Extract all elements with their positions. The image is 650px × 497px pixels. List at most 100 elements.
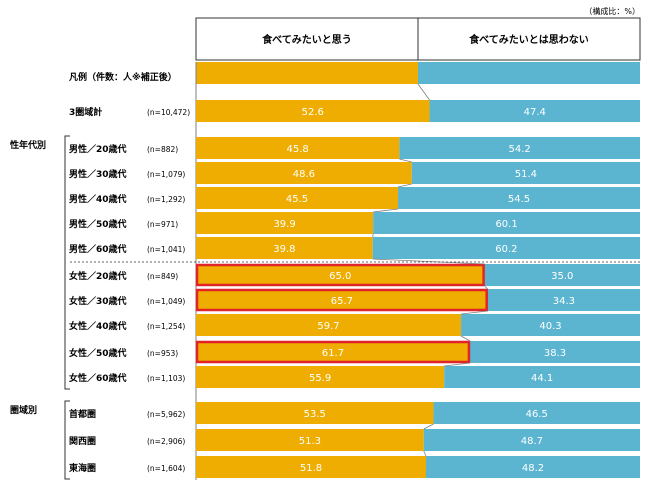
bracket-line bbox=[64, 400, 70, 480]
value-label-yes: 39.8 bbox=[273, 244, 295, 255]
header-cell-yes bbox=[195, 17, 419, 61]
value-label-yes: 48.6 bbox=[293, 169, 315, 180]
bar-no bbox=[469, 341, 640, 363]
row-n-label: (n=1,049) bbox=[147, 297, 185, 306]
value-label-no: 38.3 bbox=[544, 348, 566, 359]
value-label-no: 48.7 bbox=[521, 436, 543, 447]
value-label-no: 54.2 bbox=[509, 144, 531, 155]
row-label: 女性／20歳代 bbox=[69, 270, 127, 282]
value-label-no: 46.5 bbox=[526, 409, 548, 420]
row-label: 首都圏 bbox=[69, 408, 96, 420]
bar-no bbox=[429, 100, 640, 122]
bar-yes bbox=[196, 456, 426, 478]
bar-no bbox=[411, 162, 640, 184]
row-label: 女性／30歳代 bbox=[69, 295, 127, 307]
value-label-no: 40.3 bbox=[539, 321, 561, 332]
legend-swatch-yes bbox=[196, 62, 418, 84]
value-label-yes: 51.8 bbox=[300, 463, 322, 474]
value-label-yes: 55.9 bbox=[309, 373, 331, 384]
connector-line bbox=[460, 335, 471, 342]
bar-yes bbox=[196, 212, 374, 234]
value-label-yes: 45.8 bbox=[287, 144, 309, 155]
header-label-yes: 食べてみたいと思う bbox=[261, 33, 352, 46]
connector-line bbox=[484, 285, 488, 290]
bar-row: 東海圏 (n=1,604) 51.8 48.2 bbox=[69, 456, 640, 478]
row-n-label: (n=5,962) bbox=[147, 410, 185, 419]
bar-row: 女性／60歳代 (n=1,103) 55.9 44.1 bbox=[69, 366, 640, 388]
row-label: 女性／60歳代 bbox=[69, 372, 127, 384]
group-label: 圏域別 bbox=[10, 404, 37, 416]
rows-layer: 3圏域計 (n=10,472) 52.6 47.4 男性／20歳代 (n=882) 45.8… bbox=[69, 62, 640, 480]
bar-row: 女性／40歳代 (n=1,254) 59.7 40.3 bbox=[69, 314, 640, 336]
connector-line bbox=[399, 158, 412, 163]
row-n-label: (n=1,604) bbox=[147, 464, 185, 473]
row-label: 男性／50歳代 bbox=[69, 218, 127, 230]
value-label-yes: 39.9 bbox=[273, 219, 295, 230]
value-label-yes: 65.0 bbox=[329, 271, 351, 282]
value-label-no: 54.5 bbox=[508, 194, 530, 205]
bar-yes bbox=[196, 137, 400, 159]
bar-row: 女性／50歳代 (n=953) 61.7 38.3 bbox=[69, 340, 640, 364]
row-n-label: (n=10,472) bbox=[147, 108, 190, 117]
bar-no bbox=[484, 264, 640, 286]
row-label: 男性／30歳代 bbox=[69, 168, 127, 180]
bar-yes bbox=[196, 162, 412, 184]
value-label-no: 44.1 bbox=[531, 373, 553, 384]
row-n-label: (n=1,103) bbox=[147, 374, 185, 383]
bar-row: 女性／20歳代 (n=849) 65.0 35.0 bbox=[69, 263, 640, 287]
row-label: 男性／20歳代 bbox=[69, 143, 127, 155]
header: 食べてみたいと思う 食べてみたいとは思わない bbox=[195, 17, 641, 61]
bar-yes bbox=[196, 187, 399, 209]
row-label: 東海圏 bbox=[69, 462, 96, 474]
header-cell-no bbox=[417, 17, 641, 61]
value-label-yes: 45.5 bbox=[286, 194, 308, 205]
bracket-line bbox=[64, 135, 70, 390]
value-label-yes: 53.5 bbox=[304, 409, 326, 420]
value-label-no: 60.1 bbox=[495, 219, 517, 230]
bar-yes bbox=[196, 264, 485, 286]
bar-row: 男性／60歳代 (n=1,041) 39.8 60.2 bbox=[69, 237, 640, 259]
value-label-no: 47.4 bbox=[524, 107, 546, 118]
bar-yes bbox=[196, 289, 488, 311]
bar-yes bbox=[196, 100, 430, 122]
row-label: 女性／50歳代 bbox=[69, 347, 127, 359]
row-label: 男性／40歳代 bbox=[69, 193, 127, 205]
connector-line bbox=[373, 208, 399, 213]
bar-no bbox=[444, 366, 640, 388]
value-label-yes: 61.7 bbox=[322, 348, 344, 359]
value-label-no: 48.2 bbox=[522, 463, 544, 474]
row-n-label: (n=1,079) bbox=[147, 170, 185, 179]
legend-row: 凡例（件数：人※補正後） bbox=[68, 62, 640, 84]
bar-row: 首都圏 (n=5,962) 53.5 46.5 bbox=[69, 402, 640, 424]
connector-line bbox=[417, 83, 430, 101]
value-label-no: 60.2 bbox=[495, 244, 517, 255]
bar-no bbox=[461, 314, 640, 336]
bar-no bbox=[487, 289, 640, 311]
group-label: 性年代別 bbox=[10, 139, 46, 151]
highlight-box bbox=[195, 288, 488, 312]
bar-yes bbox=[196, 237, 373, 259]
unit-note: （構成比：%） bbox=[584, 6, 640, 16]
bar-row: 関西圏 (n=2,906) 51.3 48.7 bbox=[69, 429, 640, 451]
bar-row: 3圏域計 (n=10,472) 52.6 47.4 bbox=[69, 100, 640, 122]
row-n-label: (n=1,292) bbox=[147, 195, 185, 204]
group-bracket: 圏域別 bbox=[10, 400, 70, 480]
bar-no bbox=[373, 212, 640, 234]
value-label-yes: 51.3 bbox=[299, 436, 321, 447]
bar-row: 男性／30歳代 (n=1,079) 48.6 51.4 bbox=[69, 162, 640, 184]
bar-no bbox=[372, 237, 640, 259]
value-label-no: 34.3 bbox=[553, 296, 575, 307]
value-label-yes: 59.7 bbox=[317, 321, 339, 332]
bar-row: 男性／20歳代 (n=882) 45.8 54.2 bbox=[69, 137, 640, 159]
bar-no bbox=[423, 429, 640, 451]
connector-line bbox=[372, 258, 485, 265]
row-n-label: (n=953) bbox=[147, 349, 178, 358]
row-n-label: (n=1,254) bbox=[147, 322, 185, 331]
legend-swatch-no bbox=[418, 62, 640, 84]
bar-no bbox=[399, 137, 640, 159]
highlight-box bbox=[195, 263, 485, 287]
bar-no bbox=[433, 402, 640, 424]
highlight-box bbox=[195, 340, 471, 364]
